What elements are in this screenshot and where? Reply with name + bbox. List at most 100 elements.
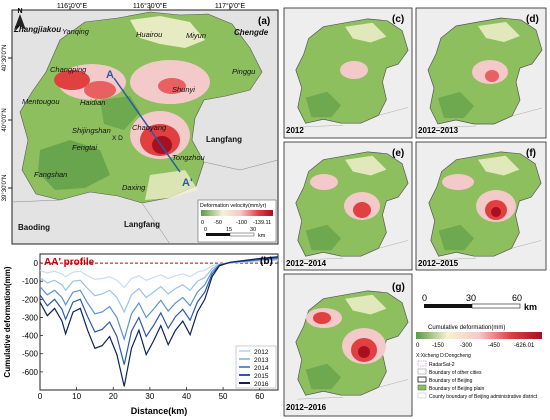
y-tick-label: -100	[22, 277, 39, 286]
x-tick-label: 30	[145, 392, 154, 401]
profile-start-label: A	[106, 69, 114, 81]
cumulative-tick-0: 0	[416, 343, 420, 349]
scale-a-unit: km	[258, 233, 266, 239]
chart-ylabel: Cumulative deformation(mm)	[3, 266, 12, 377]
place-chaoyang: Chaoyang	[132, 123, 167, 132]
red-zone-changping-2	[84, 81, 116, 99]
place-langfang-east: Langfang	[206, 135, 242, 144]
place-xd: X D	[112, 135, 123, 142]
place-daxing: Daxing	[122, 183, 146, 192]
panel-b-chart: 0 10 20 30 40 50 60 0 -100 -200 -300 -400 -500 -600 A…	[3, 253, 279, 416]
city-boundary	[11, 199, 171, 245]
panel-f-label: (f)	[526, 148, 536, 159]
y-tick-label: -200	[22, 295, 39, 304]
place-huairou: Huairou	[136, 30, 163, 39]
legend-plain: Boundary of Beijing plain	[429, 386, 485, 392]
x-tick-label: 40	[182, 392, 191, 401]
place-mentougou: Mentougou	[22, 97, 60, 106]
place-zhangjiakou: Zhangjiakou	[13, 25, 61, 34]
place-chengde: Chengde	[234, 28, 269, 37]
lat-tick-1: 40°30'0"N	[2, 45, 8, 72]
panel-e-pink-zone-1	[310, 174, 338, 190]
lat-tick-2: 40°0'0"N	[2, 108, 8, 131]
chart-ticks: 0 10 20 30 40 50 60 0 -100 -200 -300 -400 -500 -600	[22, 259, 265, 401]
cumulative-legend-title: Cumulative deformation(mm)	[428, 325, 505, 331]
panel-g: (g) 2012–2016	[283, 273, 413, 417]
place-pinggu: Pinggu	[232, 67, 256, 76]
y-tick-label: 0	[34, 259, 39, 268]
y-tick-label: -500	[22, 350, 39, 359]
panel-f-core-zone	[491, 207, 501, 217]
right-scale-tick-2: 60	[512, 293, 522, 303]
velocity-tick-1: -50	[214, 220, 222, 226]
velocity-tick-2: -100	[236, 220, 247, 226]
panel-c-pink-zone	[340, 61, 368, 79]
series-line-2014	[39, 257, 279, 342]
x-tick-label: 50	[219, 392, 228, 401]
red-zone-changping	[54, 70, 90, 90]
panel-g-year: 2012–2016	[286, 403, 327, 412]
panel-a-label: (a)	[258, 16, 270, 27]
legend-label-2015: 2015	[254, 373, 269, 380]
right-scalebar: 0 30 60 km	[422, 293, 537, 312]
legend-label-2014: 2014	[254, 365, 269, 372]
chart-xlabel: Distance(km)	[131, 406, 188, 416]
x-tick-label: 0	[38, 392, 43, 401]
legend-label-2016: 2016	[254, 381, 269, 388]
panel-c-year: 2012	[286, 126, 304, 135]
graticule-ticks	[8, 6, 231, 189]
panel-f-year: 2012–2015	[418, 259, 459, 268]
district-abbrev: X:Xicheng D:Dongcheng	[416, 353, 471, 359]
place-yanqing: Yanqing	[62, 27, 90, 36]
y-tick-label: -600	[22, 368, 39, 377]
panel-d-label: (d)	[526, 14, 539, 25]
cumulative-tick-4: -626.01	[514, 343, 535, 349]
place-langfang-south: Langfang	[124, 220, 160, 229]
legend-county: County boundary of Beijing administrativ…	[429, 394, 538, 400]
scale-a-tick-2: 30	[250, 227, 256, 233]
place-tongzhou: Tongzhou	[172, 153, 205, 162]
place-fengtai: Fengtai	[72, 143, 97, 152]
scale-a-tick-0: 0	[204, 227, 207, 233]
place-shunyi: Shunyi	[172, 85, 195, 94]
velocity-tick-3: -139.11	[253, 220, 271, 226]
legend-radarsat: RadarSat-2	[429, 362, 455, 368]
place-baoding: Baoding	[18, 223, 50, 232]
panel-g-core-zone	[358, 346, 370, 358]
cumulative-tick-2: -300	[460, 343, 473, 349]
legend-beijing: Boundary of Beijing	[429, 378, 473, 384]
place-miyun: Miyun	[186, 31, 206, 40]
place-haidian: Haidian	[80, 98, 105, 107]
lat-tick-3: 39°30'0"N	[2, 175, 8, 202]
series-line-2012	[39, 259, 279, 289]
right-panels: (c) 2012 (d) 2012–2013 (e) 2012–2014 (f)…	[283, 7, 547, 417]
right-scale-tick-1: 30	[466, 293, 476, 303]
panel-a-map: 116°0'0"E 116°30'0"E 117°0'0"E 40°30'0"N…	[2, 2, 279, 245]
north-label: N	[17, 8, 22, 15]
chart-title: AA' profile	[44, 257, 95, 268]
north-arrow-icon	[14, 14, 26, 30]
panel-d-red-zone	[485, 70, 499, 82]
velocity-tick-0: 0	[201, 220, 204, 226]
x-tick-label: 20	[109, 392, 118, 401]
y-tick-label: -300	[22, 313, 39, 322]
plain-cream-zone	[145, 170, 198, 200]
series-line-2016	[39, 256, 279, 387]
place-fangshan: Fangshan	[34, 170, 67, 179]
panel-c: (c) 2012	[283, 7, 413, 139]
panel-e-red-zone	[353, 202, 371, 218]
lon-tick-1: 116°0'0"E	[57, 2, 88, 10]
place-shijingshan: Shijingshan	[72, 126, 111, 135]
panel-c-label: (c)	[392, 14, 404, 25]
legend-other-cities: Boundary of other cities	[429, 370, 482, 376]
legend-label-2013: 2013	[254, 357, 269, 364]
scale-a-tick-1: 15	[226, 227, 232, 233]
right-scale-tick-0: 0	[422, 293, 427, 303]
velocity-legend: Deformation velocity(mm/yr) 0 -50 -100 -…	[197, 199, 277, 243]
cream-zone	[130, 16, 205, 48]
cumulative-legend: Cumulative deformation(mm) 0 -150 -300 -…	[416, 325, 542, 400]
velocity-colorbar	[201, 210, 273, 216]
x-tick-label: 10	[72, 392, 81, 401]
panel-g-label: (g)	[392, 282, 405, 293]
right-scale-unit: km	[524, 302, 537, 312]
